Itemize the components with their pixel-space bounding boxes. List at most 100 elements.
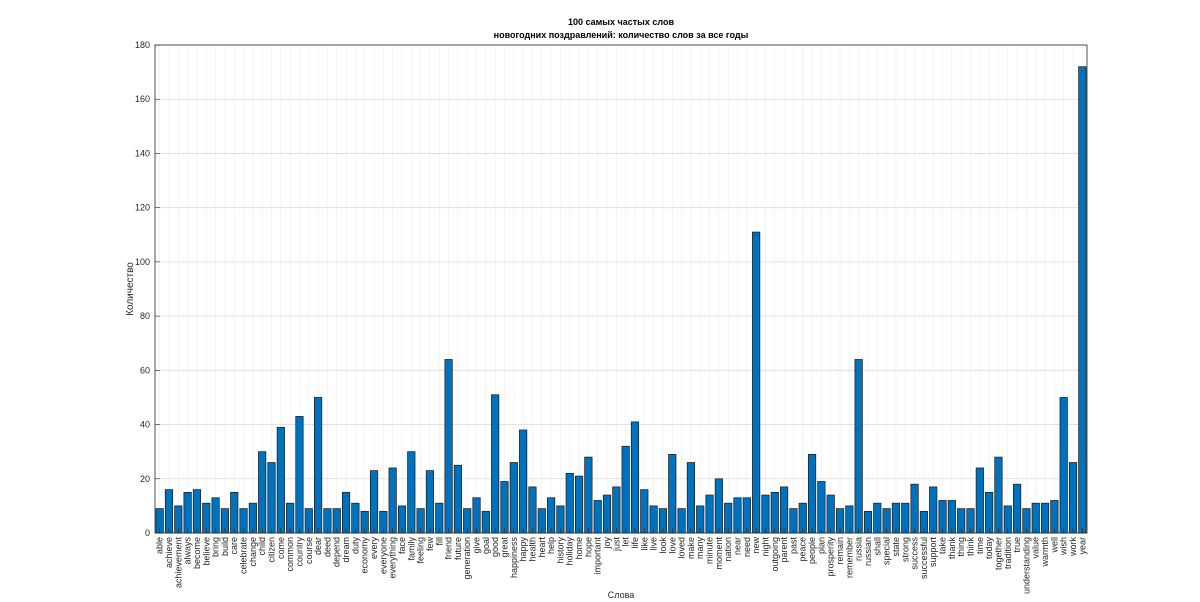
y-tick-label: 60 <box>140 365 150 375</box>
x-tick-label: nation <box>723 537 733 562</box>
x-tick-label: tradition <box>1003 537 1013 569</box>
bar <box>444 359 453 534</box>
x-tick-label: economy <box>360 537 370 574</box>
bar <box>621 445 630 534</box>
x-tick-label: loved <box>677 537 687 559</box>
x-tick-label: achievement <box>173 537 183 589</box>
x-tick-label: believe <box>201 537 211 566</box>
y-tick-label: 140 <box>135 148 150 158</box>
plot-area <box>155 45 1087 533</box>
bar <box>500 481 509 534</box>
bar <box>565 473 574 534</box>
x-tick-label: happy <box>518 537 528 562</box>
x-tick-label: plan <box>816 537 826 554</box>
x-tick-label: success <box>910 537 920 570</box>
bar <box>770 491 779 534</box>
bar <box>519 429 528 534</box>
x-tick-label: come <box>276 537 286 559</box>
bar <box>425 470 435 534</box>
bar <box>1078 66 1087 534</box>
bar <box>211 497 220 534</box>
y-tick-label: 80 <box>140 311 150 321</box>
bar <box>183 491 192 534</box>
bar <box>1068 462 1078 534</box>
x-tick-label: everyone <box>378 537 388 574</box>
bar <box>985 491 994 534</box>
bar <box>407 451 416 534</box>
x-tick-label: achieve <box>164 537 174 568</box>
x-tick-label: remember <box>844 537 854 578</box>
x-tick-label: together <box>993 537 1003 570</box>
x-tick-label: state <box>891 537 901 557</box>
x-tick-label: just <box>611 537 621 553</box>
x-tick-label: important <box>593 537 603 575</box>
x-tick-label: parent <box>779 537 789 563</box>
x-tick-label: night <box>760 537 770 557</box>
x-tick-label: become <box>192 537 202 569</box>
x-tick-label: remain <box>835 537 845 565</box>
x-tick-label: let <box>621 537 631 547</box>
x-tick-label: bring <box>211 537 221 557</box>
x-tick-label: year <box>1077 537 1087 555</box>
x-tick-label: russian <box>863 537 873 566</box>
x-tick-label: build <box>220 537 230 556</box>
bar <box>705 494 714 534</box>
x-tick-label: outgoing <box>770 537 780 572</box>
bar <box>295 416 304 534</box>
bar <box>929 486 938 534</box>
x-tick-label: holiday <box>565 537 575 566</box>
x-tick-label: think <box>966 537 976 557</box>
x-tick-label: common <box>285 537 295 572</box>
x-tick-label: joy <box>602 537 612 550</box>
x-tick-label: friend <box>444 537 454 560</box>
x-tick-label: past <box>788 537 798 555</box>
x-tick-label: minute <box>705 537 715 564</box>
y-tick-label: 120 <box>135 203 150 213</box>
bar <box>733 497 742 534</box>
x-tick-label: many <box>695 537 705 560</box>
x-tick-label: heart <box>537 537 547 558</box>
x-tick-label: able <box>155 537 165 554</box>
bar <box>602 494 612 534</box>
x-tick-label: support <box>928 537 938 568</box>
bar <box>714 478 723 534</box>
bar <box>369 470 379 534</box>
bar <box>1059 397 1068 534</box>
y-tick-label: 20 <box>140 474 150 484</box>
bar <box>994 456 1003 534</box>
bar <box>612 486 621 534</box>
bar <box>780 486 789 534</box>
x-tick-label: shall <box>872 537 882 556</box>
x-tick-label: hope <box>583 537 593 557</box>
x-tick-label: health <box>527 537 537 562</box>
y-tick-label: 40 <box>140 420 150 430</box>
x-tick-label: future <box>453 537 463 560</box>
bar <box>752 231 761 534</box>
bar <box>975 467 984 534</box>
x-tick-label: few <box>425 537 435 552</box>
x-tick-label: good <box>490 537 500 557</box>
x-tick-label: make <box>686 537 696 559</box>
x-tick-label: well <box>1049 537 1059 554</box>
bar <box>314 397 323 534</box>
x-tick-label: duty <box>350 537 360 555</box>
x-tick-label: generation <box>462 537 472 580</box>
x-tick-label: always <box>183 537 193 565</box>
x-tick-label: home <box>574 537 584 560</box>
x-tick-label: successful <box>919 537 929 579</box>
x-tick-label: help <box>546 537 556 554</box>
x-tick-label: thank <box>947 537 957 560</box>
x-tick-label: deed <box>322 537 332 557</box>
bar <box>472 497 481 534</box>
bar <box>230 491 239 534</box>
bar <box>640 489 649 534</box>
x-tick-label: happiness <box>509 537 519 579</box>
bar <box>742 497 751 534</box>
x-tick-label: people <box>807 537 817 564</box>
bar <box>276 426 285 534</box>
x-tick-label: care <box>229 537 239 555</box>
bar <box>509 462 518 534</box>
bar <box>807 454 817 534</box>
x-tick-label: course <box>304 537 314 564</box>
